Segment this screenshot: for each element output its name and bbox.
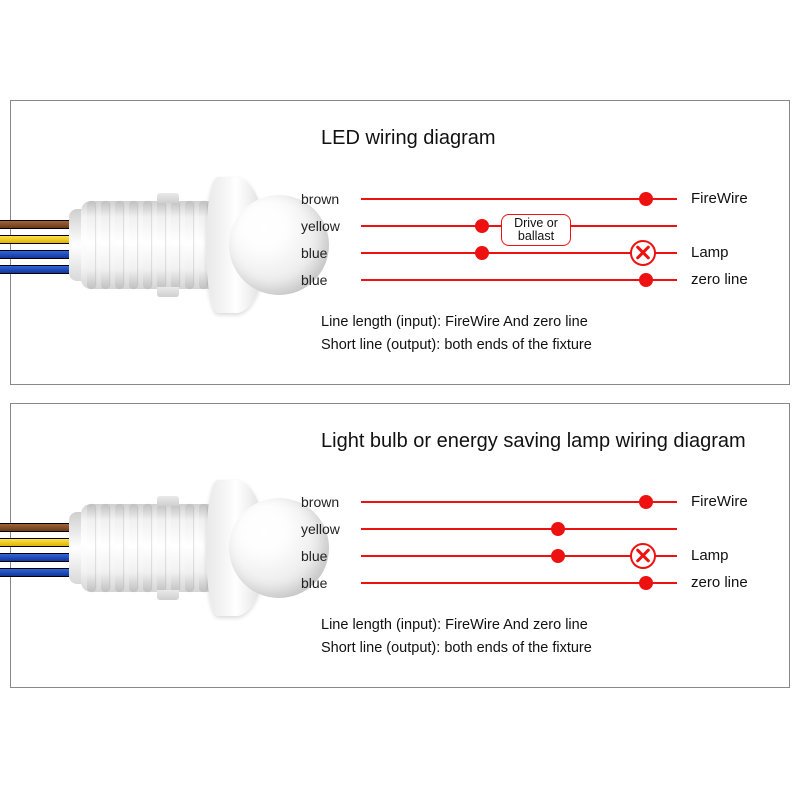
wire-track xyxy=(361,252,677,254)
panel-led: LED wiring diagram brown FireWire yellow… xyxy=(10,100,790,385)
sensor-clip-bottom xyxy=(157,287,179,297)
wire-track xyxy=(361,198,677,200)
wire-end-node xyxy=(639,273,653,287)
sensor-threads xyxy=(87,201,215,289)
wires-block: brown FireWire yellow blue Lamp xyxy=(301,488,769,596)
lamp-x-icon xyxy=(630,240,656,266)
wire-term: zero line xyxy=(691,574,769,591)
wire-track xyxy=(361,582,677,584)
wire-mid-node xyxy=(475,219,489,233)
wire-line: blue Lamp xyxy=(301,542,769,569)
panel-title: Light bulb or energy saving lamp wiring … xyxy=(321,430,746,453)
wire-track xyxy=(361,555,677,557)
diagram-area: LED wiring diagram brown FireWire yellow… xyxy=(301,119,769,370)
lamp-x-icon xyxy=(630,543,656,569)
wire-yellow xyxy=(0,235,77,244)
sensor-illustration xyxy=(1,165,301,325)
wire-mid-node xyxy=(551,549,565,563)
panel-bulb: Light bulb or energy saving lamp wiring … xyxy=(10,403,790,688)
wire-line: yellow xyxy=(301,515,769,542)
panel-title: LED wiring diagram xyxy=(321,127,496,150)
wire-line: yellow Drive orballast xyxy=(301,212,769,239)
wire-end-node xyxy=(639,576,653,590)
sensor-clip-top xyxy=(157,193,179,203)
wire-term: zero line xyxy=(691,271,769,288)
notes: Line length (input): FireWire And zero l… xyxy=(321,614,592,659)
wire-track xyxy=(361,528,677,530)
wire-label: blue xyxy=(301,575,355,591)
wire-label: yellow xyxy=(301,521,355,537)
wire-term: Lamp xyxy=(691,547,769,564)
diagram-area: Light bulb or energy saving lamp wiring … xyxy=(301,422,769,673)
wire-track xyxy=(361,279,677,281)
wire-brown xyxy=(0,220,77,229)
sensor-illustration xyxy=(1,468,301,628)
wire-mid-node xyxy=(551,522,565,536)
wire-line: blue zero line xyxy=(301,569,769,596)
wire-track xyxy=(361,501,677,503)
wire-term: Lamp xyxy=(691,244,769,261)
notes: Line length (input): FireWire And zero l… xyxy=(321,311,592,356)
wire-label: blue xyxy=(301,272,355,288)
wire-line: blue Lamp xyxy=(301,239,769,266)
wire-term: FireWire xyxy=(691,190,769,207)
sensor-threads xyxy=(87,504,215,592)
note-line: Line length (input): FireWire And zero l… xyxy=(321,311,592,333)
wire-term: FireWire xyxy=(691,493,769,510)
wire-blue-2 xyxy=(0,568,77,577)
wire-label: blue xyxy=(301,245,355,261)
wire-blue-1 xyxy=(0,250,77,259)
wire-blue-1 xyxy=(0,553,77,562)
wire-mid-node xyxy=(475,246,489,260)
wires-block: brown FireWire yellow Drive orballast bl… xyxy=(301,185,769,293)
wire-brown xyxy=(0,523,77,532)
note-line: Short line (output): both ends of the fi… xyxy=(321,637,592,659)
wire-blue-2 xyxy=(0,265,77,274)
wire-end-node xyxy=(639,495,653,509)
wire-label: brown xyxy=(301,191,355,207)
wire-line: blue zero line xyxy=(301,266,769,293)
wire-label: brown xyxy=(301,494,355,510)
wire-line: brown FireWire xyxy=(301,488,769,515)
wire-track: Drive orballast xyxy=(361,225,677,227)
note-line: Short line (output): both ends of the fi… xyxy=(321,334,592,356)
wire-label: yellow xyxy=(301,218,355,234)
wire-line: brown FireWire xyxy=(301,185,769,212)
sensor-clip-top xyxy=(157,496,179,506)
note-line: Line length (input): FireWire And zero l… xyxy=(321,614,592,636)
wire-label: blue xyxy=(301,548,355,564)
wire-end-node xyxy=(639,192,653,206)
wire-yellow xyxy=(0,538,77,547)
sensor-clip-bottom xyxy=(157,590,179,600)
